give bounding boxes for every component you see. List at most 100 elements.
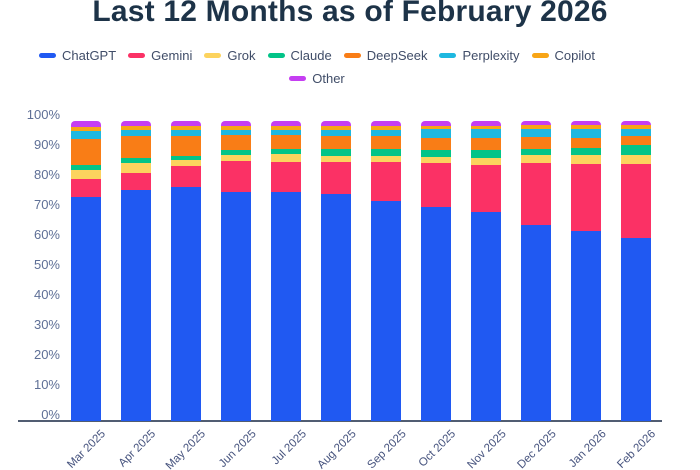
bar-oct-2025[interactable] bbox=[421, 121, 451, 421]
bar-segment-chatgpt[interactable] bbox=[321, 193, 351, 421]
bar-segment-perplexity[interactable] bbox=[121, 130, 151, 137]
bar-segment-copilot[interactable] bbox=[571, 125, 601, 130]
bar-segment-perplexity[interactable] bbox=[471, 129, 501, 139]
bar-segment-other[interactable] bbox=[271, 121, 301, 127]
bar-segment-claude[interactable] bbox=[271, 148, 301, 155]
bar-segment-copilot[interactable] bbox=[221, 126, 251, 130]
bar-segment-deepseek[interactable] bbox=[71, 139, 101, 165]
bar-segment-copilot[interactable] bbox=[471, 125, 501, 130]
bar-segment-copilot[interactable] bbox=[171, 126, 201, 131]
bar-segment-chatgpt[interactable] bbox=[571, 231, 601, 421]
bar-segment-other[interactable] bbox=[371, 121, 401, 126]
bar-segment-deepseek[interactable] bbox=[171, 136, 201, 157]
bar-segment-gemini[interactable] bbox=[221, 161, 251, 192]
bar-segment-other[interactable] bbox=[571, 121, 601, 126]
bar-segment-grok[interactable] bbox=[171, 160, 201, 167]
bar-aug-2025[interactable] bbox=[321, 121, 351, 421]
bar-segment-other[interactable] bbox=[121, 121, 151, 127]
bar-jan-2026[interactable] bbox=[571, 121, 601, 421]
bar-segment-perplexity[interactable] bbox=[571, 129, 601, 139]
bar-segment-grok[interactable] bbox=[621, 154, 651, 165]
bar-segment-perplexity[interactable] bbox=[521, 129, 551, 137]
legend-item-claude[interactable]: Claude bbox=[267, 48, 332, 63]
bar-segment-claude[interactable] bbox=[471, 150, 501, 158]
bar-segment-copilot[interactable] bbox=[271, 126, 301, 131]
bar-segment-claude[interactable] bbox=[71, 164, 101, 170]
bar-segment-claude[interactable] bbox=[371, 148, 401, 157]
bar-segment-perplexity[interactable] bbox=[221, 129, 251, 136]
legend-item-gemini[interactable]: Gemini bbox=[128, 48, 192, 63]
bar-segment-grok[interactable] bbox=[71, 169, 101, 179]
bar-segment-deepseek[interactable] bbox=[621, 136, 651, 146]
bar-segment-deepseek[interactable] bbox=[321, 135, 351, 149]
bar-segment-claude[interactable] bbox=[421, 150, 451, 158]
bar-segment-chatgpt[interactable] bbox=[521, 225, 551, 421]
bar-segment-chatgpt[interactable] bbox=[121, 190, 151, 421]
bar-segment-copilot[interactable] bbox=[371, 125, 401, 131]
bar-segment-gemini[interactable] bbox=[71, 178, 101, 197]
bar-segment-other[interactable] bbox=[521, 121, 551, 126]
bar-segment-claude[interactable] bbox=[321, 148, 351, 156]
bar-segment-gemini[interactable] bbox=[371, 161, 401, 201]
bar-segment-gemini[interactable] bbox=[421, 162, 451, 208]
bar-segment-chatgpt[interactable] bbox=[471, 211, 501, 421]
bar-segment-grok[interactable] bbox=[371, 156, 401, 162]
bar-feb-2026[interactable] bbox=[621, 121, 651, 421]
bar-segment-chatgpt[interactable] bbox=[71, 196, 101, 421]
bar-segment-perplexity[interactable] bbox=[271, 130, 301, 136]
bar-segment-claude[interactable] bbox=[571, 147, 601, 155]
bar-segment-grok[interactable] bbox=[121, 163, 151, 173]
bar-segment-deepseek[interactable] bbox=[421, 138, 451, 151]
bar-segment-grok[interactable] bbox=[321, 155, 351, 163]
bar-segment-gemini[interactable] bbox=[171, 166, 201, 188]
bar-apr-2025[interactable] bbox=[121, 121, 151, 421]
bar-segment-copilot[interactable] bbox=[321, 125, 351, 131]
bar-segment-claude[interactable] bbox=[171, 156, 201, 161]
bar-segment-chatgpt[interactable] bbox=[171, 187, 201, 421]
bar-segment-copilot[interactable] bbox=[421, 125, 451, 130]
legend-item-perplexity[interactable]: Perplexity bbox=[439, 48, 520, 63]
legend-item-deepseek[interactable]: DeepSeek bbox=[343, 48, 427, 63]
bar-segment-perplexity[interactable] bbox=[321, 130, 351, 136]
legend-item-grok[interactable]: Grok bbox=[204, 48, 256, 63]
bar-segment-gemini[interactable] bbox=[521, 163, 551, 226]
bar-segment-grok[interactable] bbox=[421, 157, 451, 163]
bar-may-2025[interactable] bbox=[171, 121, 201, 421]
bar-dec-2025[interactable] bbox=[521, 121, 551, 421]
bar-segment-other[interactable] bbox=[471, 121, 501, 126]
bar-segment-gemini[interactable] bbox=[271, 162, 301, 193]
bar-segment-other[interactable] bbox=[621, 121, 651, 125]
bar-jul-2025[interactable] bbox=[271, 121, 301, 421]
bar-segment-other[interactable] bbox=[421, 121, 451, 126]
bar-segment-perplexity[interactable] bbox=[621, 128, 651, 137]
bar-segment-deepseek[interactable] bbox=[221, 135, 251, 151]
bar-segment-grok[interactable] bbox=[221, 155, 251, 162]
bar-segment-deepseek[interactable] bbox=[521, 136, 551, 149]
bar-segment-gemini[interactable] bbox=[321, 162, 351, 194]
bar-segment-perplexity[interactable] bbox=[171, 130, 201, 137]
bar-segment-grok[interactable] bbox=[271, 154, 301, 163]
bar-segment-deepseek[interactable] bbox=[471, 138, 501, 151]
bar-segment-copilot[interactable] bbox=[71, 126, 101, 132]
bar-segment-other[interactable] bbox=[221, 121, 251, 127]
bar-segment-gemini[interactable] bbox=[571, 163, 601, 232]
bar-segment-perplexity[interactable] bbox=[371, 130, 401, 137]
bar-segment-claude[interactable] bbox=[121, 157, 151, 164]
legend-item-chatgpt[interactable]: ChatGPT bbox=[38, 48, 116, 63]
bar-jun-2025[interactable] bbox=[221, 121, 251, 421]
bar-segment-grok[interactable] bbox=[571, 154, 601, 164]
legend-item-copilot[interactable]: Copilot bbox=[531, 48, 595, 63]
bar-segment-copilot[interactable] bbox=[121, 126, 151, 131]
bar-segment-gemini[interactable] bbox=[471, 164, 501, 212]
legend-item-other[interactable]: Other bbox=[289, 71, 345, 86]
bar-sep-2025[interactable] bbox=[371, 121, 401, 421]
bar-segment-copilot[interactable] bbox=[521, 125, 551, 130]
bar-segment-claude[interactable] bbox=[621, 145, 651, 155]
bar-mar-2025[interactable] bbox=[71, 121, 101, 421]
bar-segment-copilot[interactable] bbox=[621, 124, 651, 129]
bar-segment-claude[interactable] bbox=[221, 150, 251, 156]
bar-segment-other[interactable] bbox=[71, 121, 101, 127]
bar-segment-deepseek[interactable] bbox=[271, 135, 301, 149]
bar-segment-perplexity[interactable] bbox=[421, 129, 451, 139]
bar-segment-grok[interactable] bbox=[471, 157, 501, 165]
